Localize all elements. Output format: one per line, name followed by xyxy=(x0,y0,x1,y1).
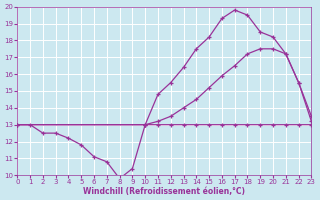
X-axis label: Windchill (Refroidissement éolien,°C): Windchill (Refroidissement éolien,°C) xyxy=(84,187,245,196)
